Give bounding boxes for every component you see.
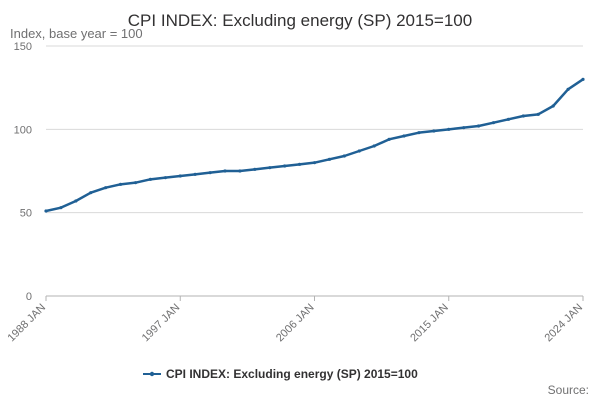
data-point[interactable] xyxy=(268,166,272,170)
y-tick-label: 150 xyxy=(14,41,32,53)
y-tick-label: 50 xyxy=(20,208,32,220)
data-point[interactable] xyxy=(581,77,585,81)
x-tick-label: 2024 JAN xyxy=(542,302,585,345)
data-point[interactable] xyxy=(193,172,197,176)
data-point[interactable] xyxy=(327,157,332,161)
data-point[interactable] xyxy=(491,121,496,125)
data-point[interactable] xyxy=(297,162,302,166)
data-point[interactable] xyxy=(312,161,317,165)
x-axis: 1988 JAN 1997 JAN 2006 JAN 2015 JAN 2024 JAN xyxy=(5,295,585,345)
data-point[interactable] xyxy=(89,191,93,195)
data-point[interactable] xyxy=(178,174,182,178)
chart-title: CPI INDEX: Excluding energy (SP) 2015=10… xyxy=(128,11,472,30)
data-point[interactable] xyxy=(238,169,242,173)
data-point[interactable] xyxy=(104,186,108,190)
data-point[interactable] xyxy=(342,154,346,158)
data-point[interactable] xyxy=(462,126,466,130)
series-line[interactable] xyxy=(44,78,585,213)
data-point[interactable] xyxy=(44,209,48,213)
data-point[interactable] xyxy=(476,124,481,128)
data-point[interactable] xyxy=(432,129,436,133)
data-point[interactable] xyxy=(223,169,227,173)
data-point[interactable] xyxy=(253,167,257,171)
data-point[interactable] xyxy=(536,112,540,116)
data-point[interactable] xyxy=(148,177,153,181)
data-point[interactable] xyxy=(133,181,138,185)
data-point[interactable] xyxy=(163,176,167,180)
grid xyxy=(46,45,583,214)
x-tick-label: 2006 JAN xyxy=(274,302,317,345)
data-point[interactable] xyxy=(566,87,570,91)
data-point[interactable] xyxy=(402,134,406,138)
data-point[interactable] xyxy=(59,206,63,210)
series-layer xyxy=(44,77,585,213)
x-tick-label: 1997 JAN xyxy=(140,302,183,345)
data-point[interactable] xyxy=(357,149,361,153)
y-axis-label: Index, base year = 100 xyxy=(10,26,143,41)
data-point[interactable] xyxy=(417,131,421,135)
legend-label: CPI INDEX: Excluding energy (SP) 2015=10… xyxy=(166,367,418,381)
data-point[interactable] xyxy=(521,114,525,118)
legend[interactable]: CPI INDEX: Excluding energy (SP) 2015=10… xyxy=(143,367,418,381)
y-tick-label: 0 xyxy=(26,291,32,303)
x-tick-label: 1988 JAN xyxy=(5,302,48,345)
source-label: Source: xyxy=(548,383,589,397)
data-point[interactable] xyxy=(208,171,212,175)
data-point[interactable] xyxy=(283,164,287,168)
x-tick-label: 2015 JAN xyxy=(408,302,451,345)
data-point[interactable] xyxy=(447,127,451,131)
y-tick-label: 100 xyxy=(14,124,32,136)
data-point[interactable] xyxy=(387,137,391,141)
y-axis: 0 50 100 150 xyxy=(14,41,32,303)
legend-marker xyxy=(149,371,155,377)
data-point[interactable] xyxy=(551,104,555,108)
data-point[interactable] xyxy=(372,144,376,148)
data-point[interactable] xyxy=(118,182,123,186)
data-point[interactable] xyxy=(74,199,78,203)
data-point[interactable] xyxy=(506,117,511,121)
